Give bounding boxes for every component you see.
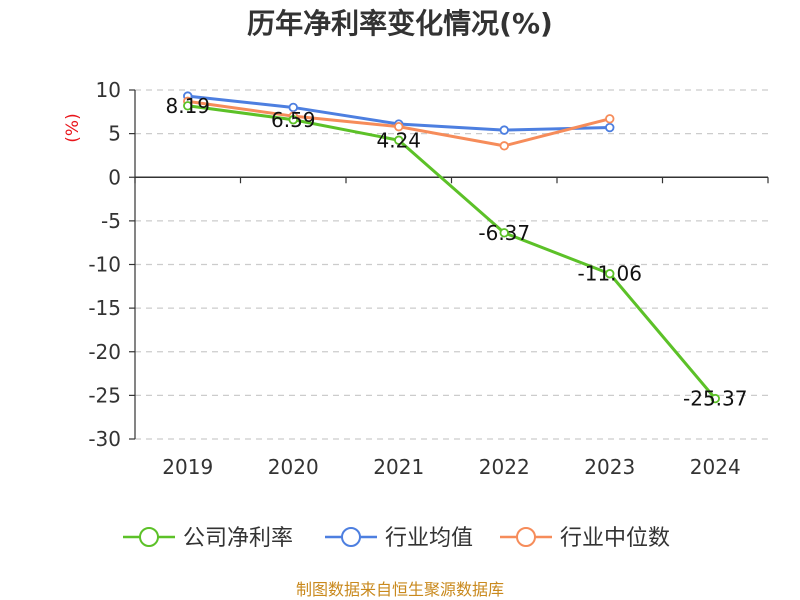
chart-title: 历年净利率变化情况(%) [247,7,553,40]
legend-item: 行业中位数 [500,526,670,551]
data-point [605,269,615,279]
legend-marker-icon [139,527,159,547]
y-tick-label: -10 [88,253,121,277]
series-lines [183,91,720,404]
axes: 10 5 0 -5 -10 -15 -20 -25 -30 2019 2020 2021 2022 202… [88,78,769,479]
data-labels: 8.19 6.59 4.24 -6.37 -11.06 -25.37 [165,94,747,411]
data-point [394,135,404,145]
data-point [288,115,298,125]
data-point [499,125,509,135]
legend-marker-icon [341,527,361,547]
series-line [187,104,717,400]
data-label: 4.24 [376,128,421,152]
legend-label: 行业中位数 [560,526,670,551]
data-point [499,141,509,151]
y-tick-label: 0 [108,165,121,189]
y-tick-label: -15 [88,296,121,320]
x-tick-label: 2019 [162,455,213,479]
y-tick-label: -20 [88,340,121,364]
data-label: -25.37 [683,387,747,411]
y-axis-unit-label: (%) [63,113,83,142]
x-tick-label: 2024 [690,455,741,479]
y-tick-label: 10 [96,78,121,102]
y-tick-label: -30 [88,427,121,451]
x-tick-label: 2020 [268,455,319,479]
data-point [710,393,720,404]
y-tick-label: 5 [108,122,121,146]
legend-label: 行业均值 [385,526,473,551]
data-point [605,114,615,124]
legend: 公司净利率 行业均值 行业中位数 [123,526,670,551]
data-point [183,101,193,111]
x-tick-label: 2023 [584,455,635,479]
data-point [394,121,404,132]
y-tick-label: -5 [101,209,121,233]
legend-item: 行业均值 [325,526,473,551]
data-point [499,228,509,238]
data-label: -6.37 [478,221,530,245]
x-tick-label: 2022 [479,455,530,479]
legend-item: 公司净利率 [123,526,293,551]
y-tick-label: -25 [88,383,121,407]
data-label: -11.06 [578,262,642,286]
legend-marker-icon [516,527,536,547]
source-note: 制图数据来自恒生聚源数据库 [296,580,504,599]
grid-lines [135,89,768,440]
x-tick-label: 2021 [373,455,424,479]
legend-label: 公司净利率 [183,526,293,551]
data-label: 6.59 [271,108,316,132]
data-label: 8.19 [165,94,210,118]
data-point [605,122,615,133]
data-point [288,102,298,113]
